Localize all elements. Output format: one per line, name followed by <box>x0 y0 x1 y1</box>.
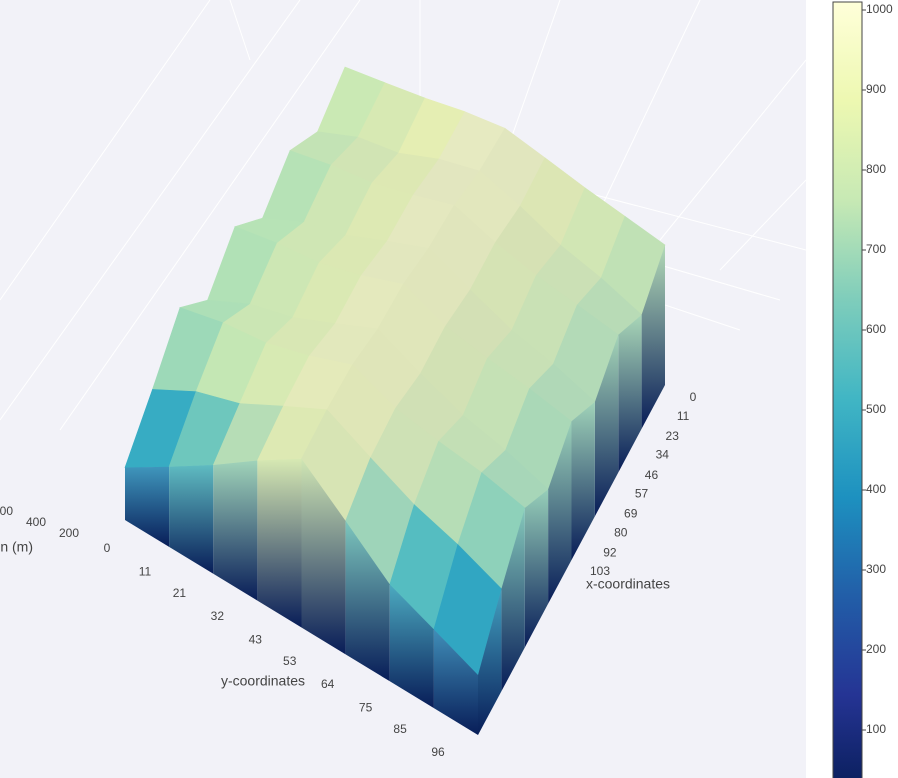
surface-wall <box>524 489 549 648</box>
x-tick-label: 0 <box>690 390 697 404</box>
x-tick-label: 46 <box>645 468 659 482</box>
surface-wall <box>345 520 390 682</box>
z-tick-label: 400 <box>26 515 46 529</box>
x-tick-label: 103 <box>590 564 610 578</box>
x-tick-label: 34 <box>656 448 670 462</box>
colorbar-tick-label: 800 <box>866 162 886 176</box>
y-tick-label: 96 <box>431 745 445 759</box>
axes: 0112334465769809210301121324353647585962… <box>0 390 697 759</box>
colorbar: 100 200 300 400 500 600 700 800 900 1000 <box>832 1 893 778</box>
colorbar-scale <box>832 1 863 778</box>
x-axis-title: x-coordinates <box>586 576 670 592</box>
surface-wall <box>501 508 525 692</box>
surface-wall <box>571 401 595 560</box>
colorbar-tick-label: 400 <box>866 482 886 496</box>
colorbar-tick-label: 500 <box>866 402 886 416</box>
colorbar-tick-label: 900 <box>866 82 886 96</box>
surface-wall <box>301 458 346 655</box>
surface-wall <box>618 314 642 473</box>
surface-wall <box>389 584 434 709</box>
surface-wall <box>169 465 214 574</box>
surface-wall <box>433 629 478 735</box>
colorbar-tick-label: 1000 <box>866 2 893 16</box>
colorbar-tick-label: 200 <box>866 642 886 656</box>
surface-wall <box>478 588 502 735</box>
surface-wall <box>213 460 258 601</box>
surface-wall <box>257 458 302 628</box>
y-tick-label: 21 <box>173 586 187 600</box>
surface-wall <box>125 466 170 547</box>
y-tick-label: 64 <box>321 677 335 691</box>
x-tick-label: 92 <box>603 546 617 560</box>
surface-wall <box>594 334 619 517</box>
surface-wall <box>548 421 572 604</box>
colorbar-tick-label: 600 <box>866 322 886 336</box>
y-tick-label: 32 <box>211 609 225 623</box>
y-tick-label: 85 <box>393 722 407 736</box>
x-tick-label: 23 <box>666 429 680 443</box>
colorbar-tick-label: 700 <box>866 242 886 256</box>
colorbar-tick-label: 300 <box>866 562 886 576</box>
surface <box>124 66 666 735</box>
x-tick-label: 11 <box>677 409 690 423</box>
y-tick-label: 0 <box>104 541 111 555</box>
z-axis-title: Elevation (m) <box>0 539 33 555</box>
x-tick-label: 57 <box>635 486 649 500</box>
y-tick-label: 53 <box>283 654 297 668</box>
y-tick-label: 75 <box>359 701 373 715</box>
surface-wall <box>641 245 665 429</box>
y-axis-title: y-coordinates <box>221 673 305 689</box>
colorbar-tick-label: 100 <box>866 722 886 736</box>
x-tick-label: 80 <box>614 525 628 539</box>
y-tick-label: 11 <box>139 565 152 579</box>
y-tick-label: 43 <box>249 633 263 647</box>
z-tick-label: 200 <box>59 526 79 540</box>
x-tick-label: 69 <box>624 507 638 521</box>
z-tick-label: 600 <box>0 504 13 518</box>
